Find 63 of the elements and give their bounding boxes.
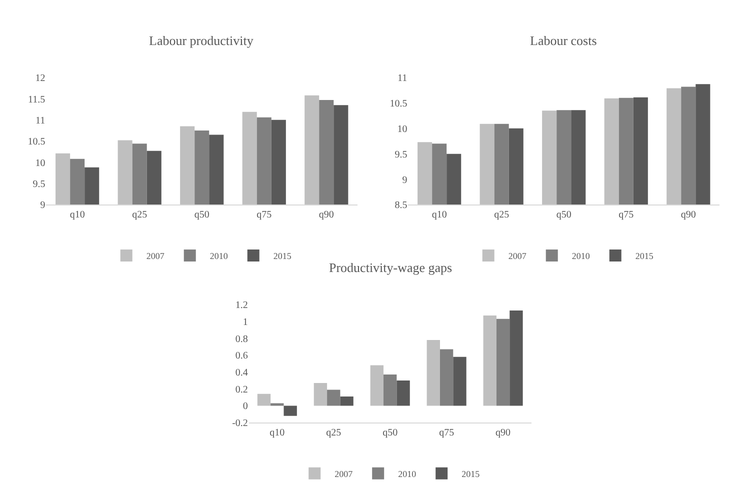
y-tick-label: 10.5 — [390, 98, 408, 110]
bar — [384, 374, 397, 406]
y-tick-label: 10.5 — [28, 136, 46, 148]
bar — [270, 403, 284, 406]
bar — [314, 382, 328, 406]
x-tick-label: q50 — [382, 428, 398, 439]
x-tick-label: q10 — [432, 210, 447, 221]
y-tick-label: 10 — [35, 158, 46, 169]
x-tick-label: q90 — [318, 210, 334, 221]
x-tick-label: q10 — [270, 428, 285, 439]
chart-title: Labour productivity — [149, 33, 254, 48]
legend-label: 2007 — [334, 468, 354, 479]
y-tick-label: 0 — [242, 401, 248, 412]
bar — [370, 365, 384, 406]
y-tick-label: 8.5 — [394, 200, 408, 212]
x-tick-label: q25 — [326, 428, 342, 439]
bar — [327, 390, 340, 406]
legend-label: 2010 — [572, 251, 590, 262]
bar — [396, 380, 410, 406]
bar — [340, 396, 354, 406]
x-tick-label: q75 — [256, 210, 272, 221]
bar — [496, 318, 510, 406]
y-tick-label: 11.5 — [28, 94, 46, 106]
bar — [453, 356, 466, 406]
y-tick-label: 0.4 — [235, 368, 248, 379]
y-tick-label: 9 — [40, 200, 46, 212]
y-tick-label: 10 — [397, 124, 408, 135]
x-tick-label: q10 — [70, 210, 85, 221]
bar — [510, 310, 523, 406]
legend-label: 2015 — [635, 251, 654, 262]
y-tick-label: 11 — [36, 115, 46, 126]
x-tick-label: q50 — [194, 210, 210, 221]
x-tick-label: q90 — [680, 210, 696, 221]
x-tick-label: q25 — [132, 210, 148, 221]
y-tick-label: 0.2 — [235, 384, 248, 396]
chart-title: Productivity-wage gaps — [329, 260, 452, 275]
y-tick-label: 0.6 — [235, 350, 248, 362]
y-tick-label: -0.2 — [232, 418, 248, 430]
x-tick-label: q50 — [556, 210, 572, 221]
x-tick-label: q25 — [494, 210, 510, 221]
y-tick-label: 1.2 — [235, 300, 248, 312]
legend-label: 2010 — [210, 251, 228, 262]
x-tick-label: q90 — [496, 428, 511, 439]
bar — [257, 394, 271, 406]
bar — [440, 349, 454, 406]
y-tick-label: 9.5 — [394, 149, 408, 160]
legend-label: 2015 — [273, 251, 292, 262]
y-tick-label: 9 — [402, 174, 408, 186]
legend-label: 2007 — [508, 251, 527, 262]
legend-label: 2015 — [462, 468, 480, 479]
chart-title: Labour costs — [530, 33, 597, 48]
x-tick-label: q75 — [439, 428, 454, 439]
y-tick-label: 9.5 — [32, 178, 46, 190]
legend-label: 2010 — [398, 468, 417, 479]
x-tick-label: q75 — [618, 210, 634, 221]
y-tick-label: 11 — [398, 73, 408, 84]
y-tick-label: 12 — [35, 73, 46, 84]
legend-label: 2007 — [146, 251, 165, 262]
bar — [483, 316, 496, 406]
bar — [284, 406, 297, 416]
y-tick-label: 0.8 — [235, 334, 248, 345]
bar — [426, 340, 440, 406]
y-tick-label: 1 — [242, 316, 248, 328]
